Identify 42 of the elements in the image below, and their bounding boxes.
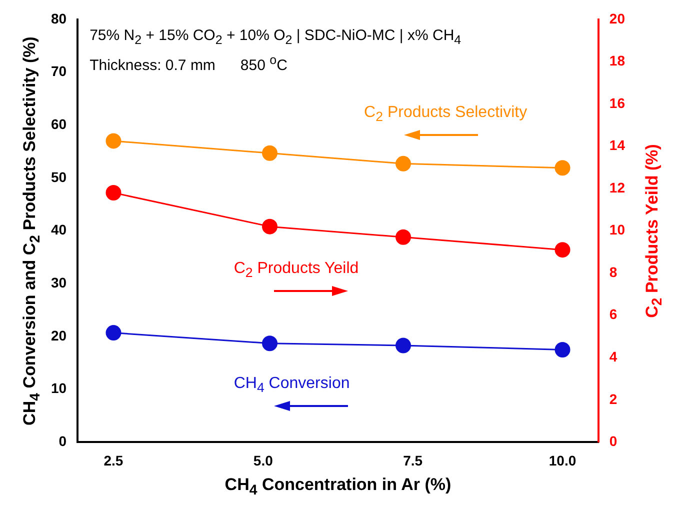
point [106,133,122,149]
annotation: 75% N$_{2}$ + 15% CO$_{2}$ + 10% O$_{2}$ | SDC-NiO-MC | x% CH$_{4}$ [90,27,462,48]
y2-tick-label: 8 [609,264,618,280]
point [554,342,570,358]
y2-tick-label: 12 [609,179,626,196]
y-tick-label: 20 [50,327,67,344]
point [554,242,570,258]
y-tick-label: 40 [50,222,67,238]
y2-tick-label: 14 [609,137,626,154]
point [396,229,412,245]
y2-tick-label: 20 [609,10,626,26]
y2-tick-label: 18 [609,52,626,69]
x-tick-label: 7.5 [403,452,423,468]
y-tick-label: 50 [50,168,67,185]
x-tick-label: 5.0 [253,452,274,468]
point [396,156,412,172]
y-tick-label: 80 [50,10,67,26]
point [262,336,278,352]
x-axis-title: CH$_{4}$ Concentration in Ar (%) [224,475,452,498]
y-tick-label: 70 [50,63,67,80]
point [106,325,122,341]
y2-tick-label: 16 [609,94,626,111]
point [262,218,278,234]
y-tick-label: 10 [50,380,67,396]
annotation: Thickness: 0.7 mm 850 $^{o}$C [90,53,288,74]
series-label: CH$_{4}$ Conversion [234,374,350,395]
y-tick-label: 30 [50,274,67,291]
point [554,160,570,176]
y2-tick-label: 4 [609,348,618,364]
x-tick-label: 2.5 [104,452,124,468]
y2-tick-label: 6 [609,306,618,322]
point [396,338,412,354]
x-tick-label: 10.0 [548,452,576,468]
y-tick-label: 60 [50,116,67,132]
y2-tick-label: 10 [609,222,626,238]
y-tick-label: 0 [58,433,67,450]
point [106,185,122,200]
series-label: C$_{2}$ Products Yeild [234,260,359,281]
point [262,145,278,161]
text: C$_{2}$ Products Selectivity [364,104,528,124]
y2-tick-label: 2 [609,390,618,407]
y2-tick-label: 0 [609,433,618,450]
